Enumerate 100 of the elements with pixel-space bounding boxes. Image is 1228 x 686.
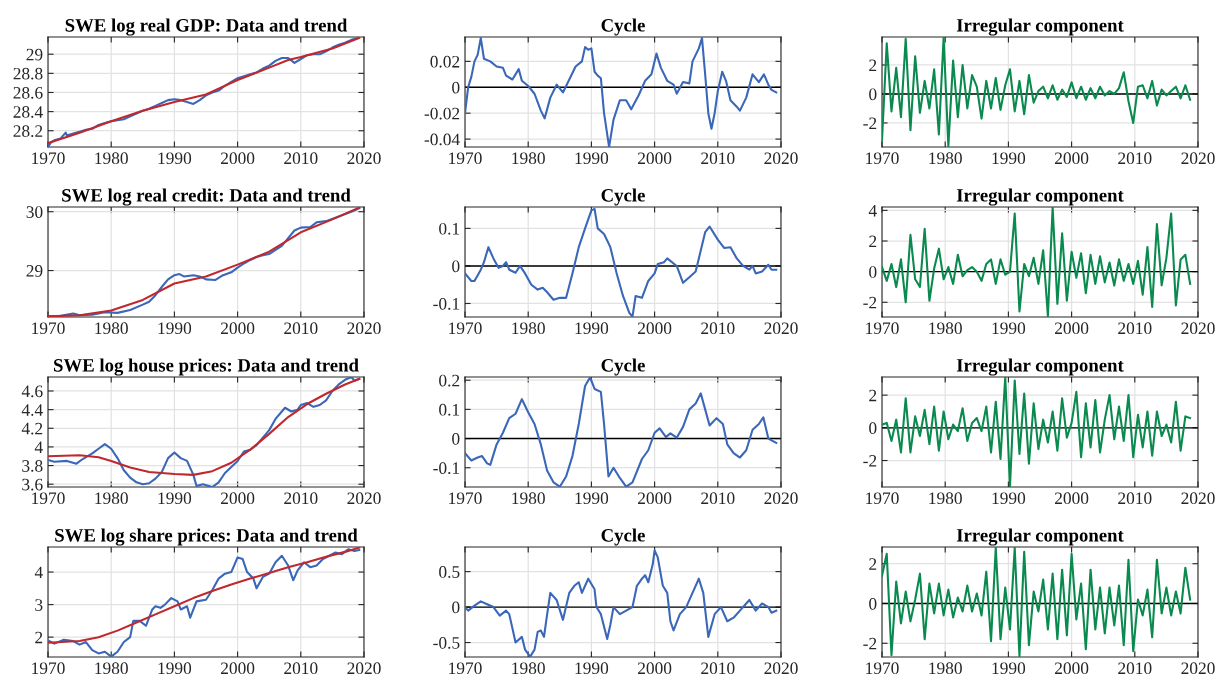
y-tick-label: 4.4 <box>21 404 43 416</box>
x-tick-label: 1970 <box>449 152 482 165</box>
x-tick-label: 2000 <box>1055 322 1089 335</box>
chart-title: SWE log real GDP: Data and trend <box>65 18 348 36</box>
x-tick-label: 1990 <box>992 662 1026 675</box>
y-tick-label: 4 <box>34 566 43 579</box>
x-tick-label: 1970 <box>449 492 482 505</box>
x-tick-label: 1970 <box>866 662 899 675</box>
line-series <box>465 37 778 147</box>
y-tick-label: 29 <box>26 48 43 61</box>
line-series <box>48 207 361 317</box>
y-tick-label: 28.2 <box>13 125 43 138</box>
x-tick-label: 1970 <box>866 322 899 335</box>
x-tick-label: 1970 <box>866 492 899 505</box>
y-tick-label: -0.04 <box>424 133 460 146</box>
y-tick-label: 3.6 <box>22 478 43 491</box>
y-tick-label: 0 <box>869 88 877 101</box>
x-tick-label: 1980 <box>512 152 545 165</box>
x-tick-label: 2000 <box>1055 152 1089 165</box>
x-tick-label: 2000 <box>221 152 255 165</box>
y-tick-label: -2 <box>863 637 877 650</box>
x-tick-label: 1980 <box>95 662 128 675</box>
x-tick-label: 2010 <box>284 322 318 335</box>
x-tick-label: 2020 <box>347 152 381 165</box>
y-tick-label: -0.5 <box>433 637 460 649</box>
x-tick-label: 2000 <box>221 662 255 675</box>
x-tick-label: 2020 <box>347 492 381 505</box>
x-tick-label: 1970 <box>32 492 65 505</box>
y-tick-label: 0 <box>869 266 877 278</box>
y-tick-label: 28.8 <box>13 67 43 80</box>
x-tick-label: 1990 <box>158 662 192 675</box>
y-tick-label: 0.1 <box>439 403 460 416</box>
y-tick-label: 4 <box>34 441 43 453</box>
line-series <box>882 377 1192 487</box>
x-tick-label: 2020 <box>1181 322 1215 335</box>
x-tick-label: 2000 <box>1055 662 1089 675</box>
y-tick-label: 29 <box>26 265 43 277</box>
x-tick-label: 2020 <box>1181 662 1215 675</box>
y-tick-label: 4.2 <box>21 422 43 435</box>
x-tick-label: 2020 <box>764 152 798 165</box>
x-tick-label: 1980 <box>929 152 962 165</box>
x-tick-label: 1970 <box>32 322 65 335</box>
x-tick-label: 2010 <box>1118 152 1152 165</box>
y-tick-label: 0 <box>452 260 460 273</box>
x-tick-label: 2010 <box>701 662 735 675</box>
x-tick-label: 2010 <box>284 152 318 165</box>
y-tick-label: 3.8 <box>22 460 43 472</box>
y-tick-label: 2 <box>869 235 877 248</box>
line-series <box>882 207 1192 317</box>
y-tick-label: 0 <box>869 597 877 610</box>
x-tick-label: 2000 <box>221 492 255 505</box>
line-series <box>882 547 1192 657</box>
x-tick-label: 1980 <box>95 322 128 335</box>
x-tick-label: 2010 <box>284 662 318 675</box>
x-tick-label: 1980 <box>95 152 128 165</box>
y-tick-label: -0.1 <box>433 462 460 475</box>
x-tick-label: 2000 <box>638 662 672 675</box>
x-tick-label: 1980 <box>512 322 545 335</box>
x-tick-label: 1990 <box>158 492 192 505</box>
x-tick-label: 2010 <box>1118 662 1152 675</box>
y-tick-label: 0 <box>452 433 460 445</box>
y-tick-label: 0 <box>869 422 877 435</box>
chart-title: Cycle <box>601 18 645 36</box>
x-tick-label: 1980 <box>95 492 128 505</box>
x-tick-label: 1980 <box>512 662 545 675</box>
x-tick-label: 1970 <box>32 152 65 165</box>
x-tick-label: 2000 <box>638 492 672 505</box>
y-tick-label: 2 <box>35 631 43 644</box>
x-tick-label: 2020 <box>764 662 798 675</box>
x-tick-label: 2010 <box>701 152 735 165</box>
y-tick-label: 2 <box>869 389 877 402</box>
x-tick-label: 1990 <box>992 152 1026 165</box>
y-tick-label: -2 <box>863 117 877 129</box>
chart-title: Irregular component <box>956 18 1124 36</box>
x-tick-label: 2000 <box>638 322 672 335</box>
x-tick-label: 2000 <box>1055 492 1089 505</box>
chart-title: Cycle <box>601 528 645 546</box>
y-tick-label: 0.02 <box>430 55 460 68</box>
x-tick-label: 1990 <box>575 492 609 505</box>
x-tick-label: 1990 <box>575 322 609 335</box>
x-tick-label: 2010 <box>1118 492 1152 505</box>
x-tick-label: 2010 <box>284 492 318 505</box>
line-series <box>465 377 778 487</box>
chart-title: Irregular component <box>956 528 1124 546</box>
y-tick-label: 30 <box>26 206 43 218</box>
chart-title: SWE log share prices: Data and trend <box>55 528 358 546</box>
y-tick-label: 28.6 <box>13 86 43 99</box>
y-tick-label: 0 <box>452 81 460 94</box>
y-tick-label: -0.1 <box>433 297 460 310</box>
x-tick-label: 1980 <box>512 492 545 505</box>
x-tick-label: 2020 <box>1181 492 1215 505</box>
x-tick-label: 2010 <box>1118 322 1152 335</box>
chart-title: Cycle <box>601 358 645 376</box>
y-tick-label: 0.2 <box>439 374 460 387</box>
x-tick-label: 1980 <box>929 492 962 505</box>
x-tick-label: 2000 <box>638 152 672 165</box>
x-tick-label: 1980 <box>929 662 962 675</box>
chart-title: Irregular component <box>956 358 1124 376</box>
line-series <box>882 37 1192 147</box>
x-tick-label: 1990 <box>575 152 609 165</box>
